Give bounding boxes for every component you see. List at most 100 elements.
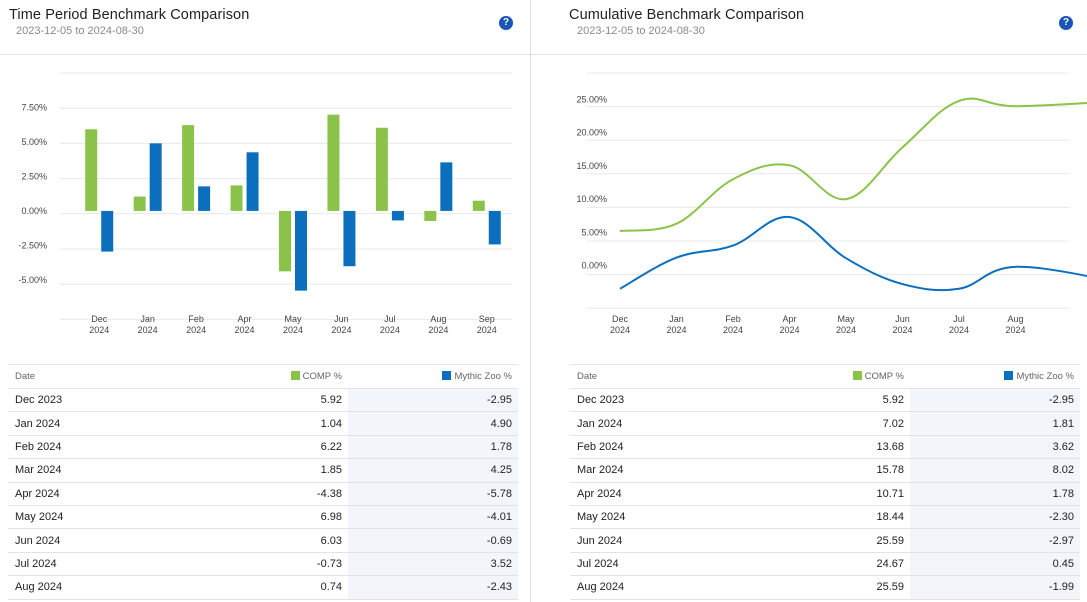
zoo-line — [619, 216, 1087, 292]
comp-bar — [327, 114, 340, 211]
comp-column-header[interactable]: COMP % — [740, 364, 910, 389]
panel-title: Cumulative Benchmark Comparison — [569, 7, 805, 23]
row-comp-value: 1.85 — [178, 458, 348, 483]
row-comp-value: 5.92 — [178, 388, 348, 413]
comp-legend-swatch — [290, 371, 300, 380]
row-comp-value: 6.98 — [178, 505, 348, 530]
table-row: Mar 2024 1.85 4.25 — [8, 458, 518, 483]
zoo-bar — [391, 210, 404, 221]
table-row: Mar 2024 15.78 8.02 — [570, 458, 1080, 483]
x-tick-year: 2024 — [836, 325, 856, 335]
table-row: Dec 2023 5.92 -2.95 — [8, 388, 518, 413]
y-tick-label: 25.00% — [576, 95, 607, 105]
table-row: Apr 2024 -4.38 -5.78 — [8, 482, 518, 506]
row-comp-value: 13.68 — [740, 435, 910, 460]
x-tick-month: Jun — [895, 314, 910, 324]
row-date: Aug 2024 — [570, 575, 740, 600]
row-comp-value: 0.74 — [178, 575, 348, 600]
time-period-panel: Time Period Benchmark Comparison 2023-12… — [0, 0, 531, 602]
comp-legend-swatch — [852, 371, 862, 380]
table-row: Jul 2024 24.67 0.45 — [570, 552, 1080, 577]
zoo-legend-swatch — [1004, 371, 1014, 380]
help-icon[interactable]: ? — [499, 16, 513, 30]
x-tick-month: Dec — [612, 314, 629, 324]
row-zoo-value: -0.69 — [348, 528, 518, 553]
table-row: Aug 2024 25.59 -1.99 — [570, 575, 1080, 600]
y-tick-label: 20.00% — [576, 128, 607, 138]
row-comp-value: 10.71 — [740, 482, 910, 506]
x-tick-year: 2024 — [283, 325, 303, 335]
row-zoo-value: -2.95 — [348, 388, 518, 413]
x-tick-month: Aug — [1007, 314, 1023, 324]
row-zoo-value: 3.62 — [910, 435, 1080, 460]
table-row: Jan 2024 1.04 4.90 — [8, 411, 518, 436]
panel-header: Time Period Benchmark Comparison 2023-12… — [0, 0, 530, 55]
x-tick-month: Dec — [91, 314, 108, 324]
comp-bar — [182, 125, 195, 211]
x-tick-month: May — [284, 314, 302, 324]
zoo-column-label: Mythic Zoo % — [454, 371, 512, 382]
x-tick-year: 2024 — [235, 325, 255, 335]
row-comp-value: 6.22 — [178, 435, 348, 460]
y-tick-label: 0.00% — [21, 206, 47, 216]
x-tick-year: 2024 — [380, 325, 400, 335]
table-row: Aug 2024 0.74 -2.43 — [8, 575, 518, 600]
row-comp-value: 25.59 — [740, 575, 910, 600]
date-column-header[interactable]: Date — [8, 364, 178, 389]
x-tick-year: 2024 — [779, 325, 799, 335]
x-tick-month: Feb — [725, 314, 741, 324]
zoo-column-header[interactable]: Mythic Zoo % — [910, 364, 1080, 389]
x-tick-year: 2024 — [723, 325, 743, 335]
x-tick-year: 2024 — [666, 325, 686, 335]
row-date: Feb 2024 — [8, 435, 178, 460]
row-zoo-value: -5.78 — [348, 482, 518, 506]
comp-bar — [133, 196, 146, 211]
table-body: Dec 2023 5.92 -2.95 Jan 2024 1.04 4.90 Feb 202… — [8, 388, 518, 600]
x-tick-month: Jul — [953, 314, 965, 324]
table-row: Jan 2024 7.02 1.81 — [570, 411, 1080, 436]
row-date: Jun 2024 — [570, 528, 740, 553]
zoo-bar — [440, 162, 453, 211]
x-tick-month: Jul — [384, 314, 396, 324]
row-comp-value: -4.38 — [178, 482, 348, 506]
y-tick-label: -5.00% — [18, 275, 47, 285]
table-row: Apr 2024 10.71 1.78 — [570, 482, 1080, 506]
x-tick-year: 2024 — [428, 325, 448, 335]
table-row: Jun 2024 25.59 -2.97 — [570, 528, 1080, 553]
y-tick-label: 7.50% — [21, 102, 47, 112]
table-row: Jul 2024 -0.73 3.52 — [8, 552, 518, 577]
row-zoo-value: 4.90 — [348, 411, 518, 436]
zoo-bar — [198, 186, 211, 211]
x-tick-year: 2024 — [949, 325, 969, 335]
date-column-header[interactable]: Date — [570, 364, 740, 389]
y-tick-label: -2.50% — [18, 240, 47, 250]
x-tick-month: Feb — [188, 314, 204, 324]
help-icon[interactable]: ? — [1059, 16, 1073, 30]
y-tick-label: 15.00% — [576, 161, 607, 171]
row-zoo-value: -2.97 — [910, 528, 1080, 553]
row-zoo-value: 1.81 — [910, 411, 1080, 436]
row-comp-value: 1.04 — [178, 411, 348, 436]
zoo-legend-swatch — [442, 371, 452, 380]
table-row: Jun 2024 6.03 -0.69 — [8, 528, 518, 553]
bar-chart: 7.50%5.00%2.50%0.00%-2.50%-5.00%Dec2024J… — [18, 72, 512, 335]
row-comp-value: -0.73 — [178, 552, 348, 577]
comp-column-label: COMP % — [864, 371, 904, 382]
row-date: Jan 2024 — [8, 411, 178, 436]
x-tick-month: May — [837, 314, 855, 324]
comp-bar — [375, 127, 388, 211]
x-tick-year: 2024 — [186, 325, 206, 335]
y-tick-label: 5.00% — [581, 227, 607, 237]
panel-header: Cumulative Benchmark Comparison 2023-12-… — [531, 0, 1087, 55]
zoo-bar — [246, 152, 259, 211]
row-zoo-value: 8.02 — [910, 458, 1080, 483]
comp-column-header[interactable]: COMP % — [178, 364, 348, 389]
row-date: Jul 2024 — [570, 552, 740, 577]
zoo-column-header[interactable]: Mythic Zoo % — [348, 364, 518, 389]
date-range: 2023-12-05 to 2024-08-30 — [16, 25, 144, 37]
row-comp-value: 7.02 — [740, 411, 910, 436]
x-tick-month: Jan — [669, 314, 684, 324]
zoo-bar — [343, 210, 356, 267]
comp-bar — [472, 200, 485, 211]
